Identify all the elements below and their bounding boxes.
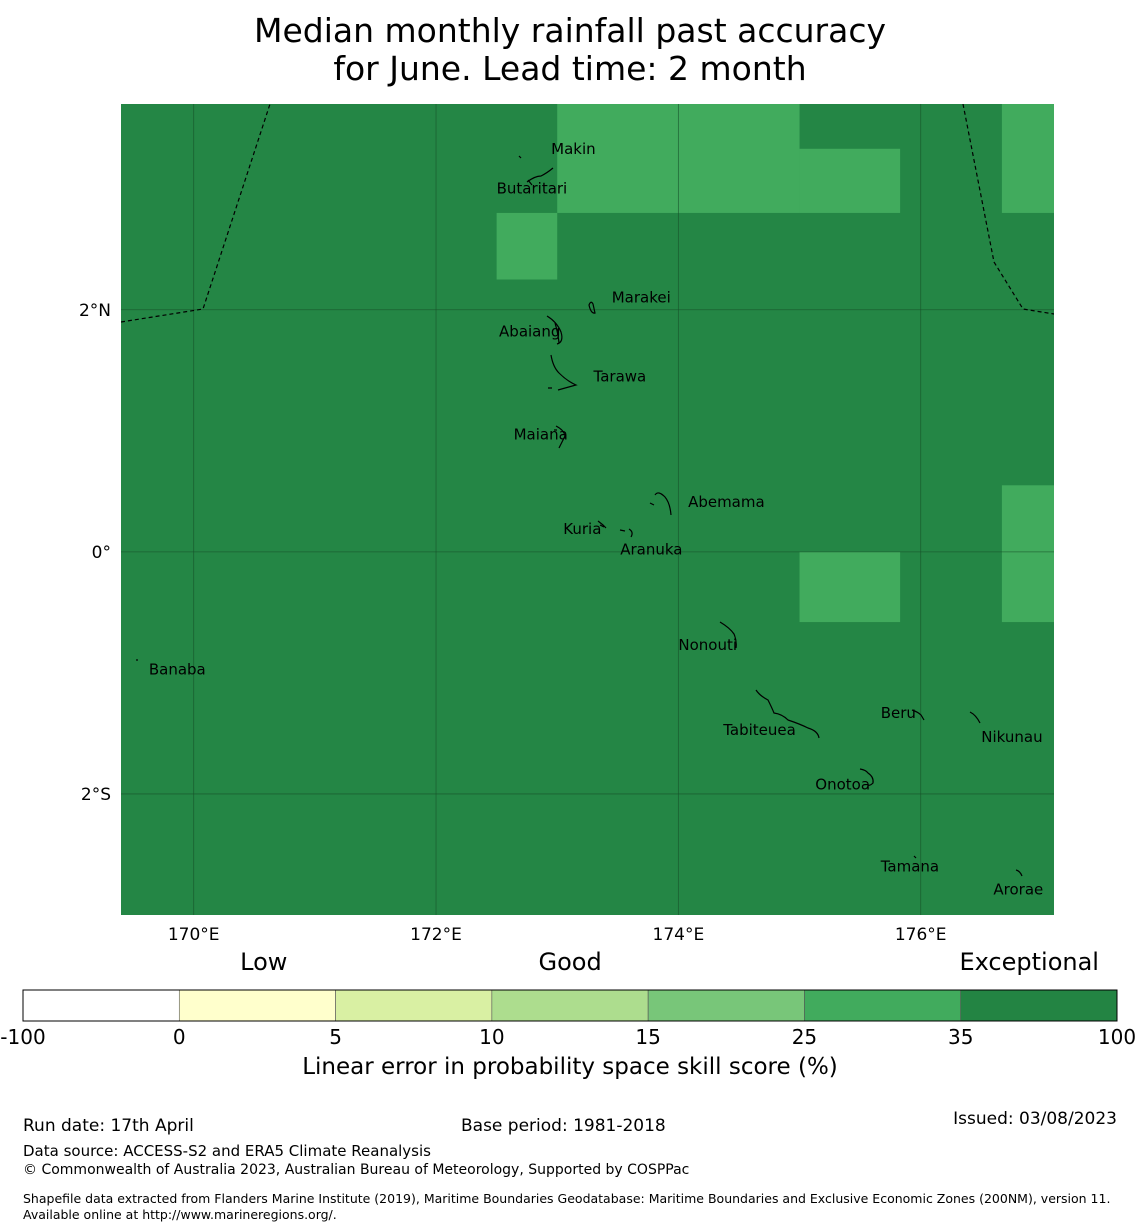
colorbar-bin-6: [960, 989, 1118, 1022]
colorbar-category-label: Exceptional: [959, 948, 1099, 976]
eez-boundary-west: [121, 104, 271, 323]
y-tick-label: 2°S: [81, 785, 111, 805]
y-tick-label: 2°N: [79, 301, 111, 321]
island-onotoa: [859, 768, 874, 786]
place-label-tarawa: Tarawa: [593, 367, 647, 385]
skill-cell-5: [1001, 485, 1054, 623]
x-tick-label: 174°E: [653, 925, 705, 945]
place-label-abaiang: Abaiang: [499, 323, 560, 341]
colorbar-bin-4: [647, 989, 805, 1022]
place-label-nikunau: Nikunau: [981, 728, 1042, 746]
island-abemama: [649, 492, 672, 516]
island-aranuka: [619, 528, 633, 538]
colorbar-tick-label: 10: [479, 1025, 504, 1049]
skill-cells: [496, 104, 1054, 623]
colorbar-tick-label: 0: [173, 1025, 186, 1049]
x-tick-label: 170°E: [168, 925, 220, 945]
y-tick-label: 0°: [92, 543, 111, 563]
place-label-nonouti: Nonouti: [678, 636, 737, 654]
island-nikunau: [969, 711, 981, 724]
place-label-aranuka: Aranuka: [620, 540, 682, 558]
issued-date: Issued: 03/08/2023: [953, 1109, 1117, 1129]
skill-cell-3: [496, 212, 558, 280]
colorbar-tick-label: 15: [635, 1025, 660, 1049]
island-beru: [911, 709, 925, 721]
island-butaritari: [526, 167, 554, 186]
chart-title-line-1: Median monthly rainfall past accuracy: [253, 11, 887, 50]
skill-cell-2: [799, 148, 901, 213]
place-label-arorae: Arorae: [993, 881, 1043, 899]
island-nonouti: [719, 621, 737, 649]
colorbar-tick-label: -100: [0, 1025, 45, 1049]
colorbar-tick-label: 100: [1098, 1025, 1136, 1049]
island-outlines: [136, 155, 1023, 877]
place-label-beru: Beru: [881, 704, 916, 722]
island-marakei: [588, 301, 596, 314]
copyright: © Commonwealth of Australia 2023, Austra…: [23, 1162, 690, 1178]
colorbar-bin-2: [335, 989, 493, 1022]
gridlines: [121, 104, 1054, 915]
colorbar-bin-5: [804, 989, 962, 1022]
map-area: Makin Butaritari Marakei Abaiang Tarawa Maian…: [121, 104, 1054, 915]
colorbar-bin-3: [491, 989, 649, 1022]
place-label-makin: Makin: [551, 140, 596, 158]
colorbar-outline: [22, 989, 1118, 1022]
chart-title-line-2: for June. Lead time: 2 month: [333, 49, 807, 88]
island-maiana: [554, 425, 566, 449]
island-kuria: [597, 520, 607, 529]
colorbar-tick-label: 25: [792, 1025, 817, 1049]
island-makin: [518, 155, 522, 159]
colorbar-tick-label: 5: [329, 1025, 342, 1049]
skill-cell-6: [799, 551, 901, 623]
colorbar-category-label: Good: [538, 948, 602, 976]
place-label-butaritari: Butaritari: [497, 180, 568, 198]
map-figure: Makin Butaritari Marakei Abaiang Tarawa Maian…: [0, 104, 1136, 1049]
colorbar-bin-0: [22, 989, 180, 1022]
map-background: [121, 104, 1054, 915]
island-tarawa: [548, 354, 578, 391]
eez-boundary-east: [962, 104, 1054, 315]
run-date: Run date: 17th April: [23, 1116, 194, 1136]
base-period: Base period: 1981-2018: [461, 1116, 666, 1136]
data-source: Data source: ACCESS-S2 and ERA5 Climate …: [23, 1142, 431, 1160]
island-arorae: [1015, 869, 1023, 877]
skill-cell-1: [678, 104, 800, 213]
colorbar-ticks: -100 0 5 10 15 25 35 100: [0, 1025, 1136, 1049]
x-tick-label: 172°E: [410, 925, 462, 945]
island-tamana: [913, 855, 917, 859]
colorbar-title: Linear error in probability space skill …: [302, 1054, 838, 1080]
colorbar: [22, 989, 1118, 1022]
y-axis-ticks: 2°N 0° 2°S: [79, 301, 111, 805]
x-axis-ticks: 170°E 172°E 174°E 176°E: [168, 925, 947, 945]
place-label-tamana: Tamana: [880, 858, 939, 876]
skill-cell-4: [1001, 104, 1054, 213]
place-labels: Makin Butaritari Marakei Abaiang Tarawa Maian…: [149, 140, 1043, 899]
eez-boundaries: [121, 104, 1054, 323]
colorbar-tick-label: 35: [948, 1025, 973, 1049]
island-abaiang: [546, 315, 563, 345]
skill-cell-0: [557, 104, 679, 213]
place-label-onotoa: Onotoa: [815, 775, 870, 793]
place-label-marakei: Marakei: [612, 289, 671, 307]
shapefile-credit: Shapefile data extracted from Flanders M…: [23, 1191, 1111, 1222]
place-label-maiana: Maiana: [514, 425, 568, 443]
colorbar-category-label: Low: [240, 948, 288, 976]
colorbar-bin-1: [178, 989, 336, 1022]
island-tabiteuea: [755, 689, 820, 739]
place-label-banaba: Banaba: [149, 660, 206, 678]
place-label-abemama: Abemama: [688, 493, 765, 511]
place-label-kuria: Kuria: [563, 520, 601, 538]
x-tick-label: 176°E: [895, 925, 947, 945]
place-label-tabiteuea: Tabiteuea: [722, 721, 796, 739]
